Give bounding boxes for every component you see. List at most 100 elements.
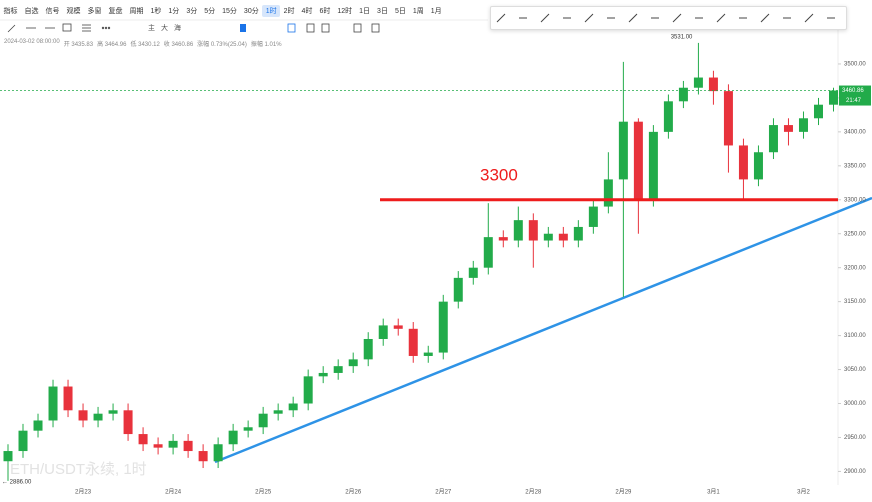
tool-label[interactable]: 主 xyxy=(148,23,155,32)
candle-body xyxy=(573,226,583,241)
toolbar-item[interactable]: 1周 xyxy=(412,8,424,15)
tool-icon[interactable] xyxy=(496,13,506,23)
candle-body xyxy=(168,440,178,448)
candle-body xyxy=(483,237,493,268)
toolbar-item[interactable]: 观模 xyxy=(66,8,81,15)
drawing-icons[interactable] xyxy=(491,7,846,29)
drawing-tools[interactable] xyxy=(7,23,380,33)
candle-body xyxy=(183,440,193,452)
candle-body xyxy=(3,451,13,462)
y-tick-label: 3250.00 xyxy=(844,231,866,237)
toolbar-item[interactable]: 1月 xyxy=(430,8,442,15)
candle-body xyxy=(18,430,28,452)
toolbar-item[interactable]: 5分 xyxy=(204,8,216,15)
y-tick-label: 3300.00 xyxy=(844,197,866,203)
tool-label[interactable]: 海 xyxy=(174,23,181,32)
tool-label[interactable]: 大 xyxy=(161,23,168,32)
toolbar-item[interactable]: 2时 xyxy=(283,8,295,15)
candle-body xyxy=(768,125,778,153)
tool-icon[interactable] xyxy=(804,13,814,23)
candle-body xyxy=(318,372,328,377)
toolbar-item[interactable]: 4时 xyxy=(301,8,313,15)
candle-body xyxy=(408,328,418,356)
candle-body xyxy=(468,267,478,278)
y-tick-label: 3500.00 xyxy=(844,62,866,68)
toolbar-item[interactable]: 1秒 xyxy=(150,8,162,15)
ohlc-field: 低 3430.12 xyxy=(130,42,160,48)
candle-body xyxy=(693,77,703,88)
candle-body xyxy=(333,366,343,373)
x-tick-label: 2月27 xyxy=(435,489,452,496)
tool-icon[interactable] xyxy=(628,13,638,23)
candle-body xyxy=(723,91,733,146)
candle-body xyxy=(543,233,553,241)
toolbar-item[interactable]: 15分 xyxy=(222,8,237,15)
toolbar-item[interactable]: 自选 xyxy=(24,8,39,15)
x-tick-label: 2月25 xyxy=(255,489,272,496)
toolbar-item[interactable]: 信号 xyxy=(45,8,60,15)
candle-body xyxy=(528,220,538,241)
toolbar-item[interactable]: 1日 xyxy=(359,8,371,15)
toolbar-item[interactable]: 复盘 xyxy=(108,8,123,15)
candle-body xyxy=(228,430,238,445)
candle-body xyxy=(663,101,673,132)
price-tag xyxy=(839,85,871,106)
y-tick-label: 2900.00 xyxy=(844,469,866,475)
candle-body xyxy=(828,90,838,105)
candle-body xyxy=(798,118,808,132)
candle-body xyxy=(453,277,463,302)
price-tag-countdown: 21:47 xyxy=(846,98,862,104)
candle-body xyxy=(558,233,568,241)
candle-body xyxy=(198,451,208,462)
candle-body xyxy=(393,325,403,329)
x-tick-label: 3月1 xyxy=(707,489,720,496)
toolbar-item[interactable]: 3分 xyxy=(186,8,198,15)
candle-body xyxy=(243,427,253,431)
ohlc-field: 开 3435.83 xyxy=(63,42,94,48)
candle-body xyxy=(633,121,643,200)
tool-icon[interactable] xyxy=(540,13,550,23)
trend-line xyxy=(214,196,872,464)
ohlc-field: 高 3464.96 xyxy=(97,42,127,48)
tool-icon[interactable] xyxy=(584,13,594,23)
toolbar-item[interactable]: 1分 xyxy=(168,8,180,15)
y-tick-label: 3000.00 xyxy=(844,401,866,407)
toolbar-item[interactable]: 12时 xyxy=(337,8,353,15)
candle-body xyxy=(738,145,748,180)
toolbar-item[interactable]: 多窗 xyxy=(87,8,102,15)
candle-body xyxy=(348,359,358,367)
y-tick-label: 3400.00 xyxy=(844,129,866,135)
candle-body xyxy=(783,125,793,132)
y-tick-label: 3100.00 xyxy=(844,333,866,339)
candle-body xyxy=(438,301,448,353)
ohlc-field: 振幅 1.01% xyxy=(250,42,282,48)
high-label: 3531.00 xyxy=(671,34,693,40)
y-tick-label: 2950.00 xyxy=(844,435,866,441)
drawing-toolbar xyxy=(490,6,847,30)
candle-body xyxy=(618,121,628,180)
toolbar-item[interactable]: 指标 xyxy=(3,8,18,15)
tool-icon[interactable] xyxy=(716,13,726,23)
toolbar-item[interactable]: 周期 xyxy=(129,8,144,15)
x-tick-label: 2月23 xyxy=(75,489,92,496)
candle-body xyxy=(378,325,388,339)
toolbar-item[interactable]: 5日 xyxy=(394,8,406,15)
toolbar-item[interactable]: 1时 xyxy=(262,5,281,17)
tool-icon[interactable] xyxy=(672,13,682,23)
price-tag-value: 3460.86 xyxy=(842,88,864,94)
ohlc-header: 2024-03-02 08:00:00 开 3435.83 高 3464.96 低 3… xyxy=(4,39,282,48)
candle-body xyxy=(423,352,433,356)
toolbar: 指标 自选 信号 观模 多窗 复盘 周期 1秒 1分 3分 5分 15分 30分 1时 2时 4时 6时 12时 1… xyxy=(0,4,445,18)
tool-icon[interactable] xyxy=(760,13,770,23)
candle-body xyxy=(363,338,373,360)
candle-body xyxy=(108,410,118,414)
candle-body xyxy=(78,410,88,421)
toolbar-item[interactable]: 6时 xyxy=(319,8,331,15)
candle-body xyxy=(753,152,763,180)
toolbar-item[interactable]: 3日 xyxy=(377,8,388,15)
ohlc-field: 收 3460.86 xyxy=(163,42,194,48)
toolbar-item[interactable]: 30分 xyxy=(243,8,259,15)
x-tick-label: 3月2 xyxy=(797,489,810,496)
